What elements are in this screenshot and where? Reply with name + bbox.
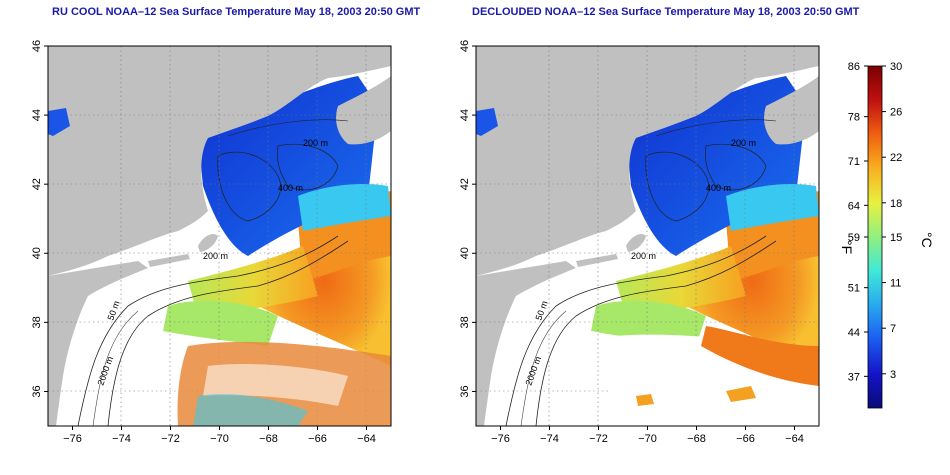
y-tick-label: 46 <box>31 40 43 52</box>
y-tick-label: 40 <box>459 247 471 259</box>
colorbar-scale <box>867 65 883 409</box>
x-tick-label: −72 <box>589 433 608 445</box>
colorbar: 30 26 22 18 15 11 7 3 86 78 71 64 59 51 44 37 °F °C <box>839 61 935 409</box>
y-tick-label: 42 <box>31 178 43 190</box>
celsius-unit-label: °C <box>919 232 935 248</box>
contour-label: 200 m <box>303 138 328 148</box>
map-panel-declouded: 200 m 400 m 50 m 2000 m 200 m <box>475 45 820 427</box>
y-tick-label: 38 <box>459 316 471 328</box>
fahrenheit-tick-label: 44 <box>848 327 860 339</box>
celsius-tick-label: 22 <box>890 152 902 164</box>
x-tick-label: −70 <box>638 433 657 445</box>
celsius-tick-label: 7 <box>890 323 896 335</box>
x-tick-label: −70 <box>210 433 229 445</box>
celsius-tick-label: 26 <box>890 107 902 119</box>
y-tick-label: 42 <box>459 178 471 190</box>
fahrenheit-tick-label: 59 <box>848 232 860 244</box>
x-tick-label: −76 <box>491 433 510 445</box>
y-tick-label: 38 <box>31 316 43 328</box>
x-tick-label: −68 <box>259 433 278 445</box>
x-tick-label: −72 <box>161 433 180 445</box>
x-tick-label: −64 <box>785 433 804 445</box>
contour-label: 400 m <box>278 183 303 193</box>
x-tick-label: −74 <box>112 433 131 445</box>
x-tick-label: −64 <box>357 433 376 445</box>
axes-layer: −76 −74 −72 −70 −68 −66 −64 46 44 42 40 38 36 −76 −74 −… <box>31 40 804 445</box>
contour-label: 200 m <box>731 138 756 148</box>
map-panel-raw: 200 m 400 m 50 m 2000 m 200 m <box>47 45 392 427</box>
contour-label: 200 m <box>631 251 656 261</box>
celsius-tick-label: 3 <box>890 369 896 381</box>
fahrenheit-tick-label: 86 <box>848 61 860 73</box>
y-tick-label: 36 <box>31 385 43 397</box>
x-tick-label: −74 <box>540 433 559 445</box>
celsius-tick-label: 11 <box>890 278 901 290</box>
fahrenheit-tick-label: 71 <box>848 156 860 168</box>
y-tick-label: 40 <box>31 247 43 259</box>
celsius-tick-label: 30 <box>890 61 902 73</box>
celsius-tick-label: 18 <box>890 198 902 210</box>
contour-label: 400 m <box>706 183 731 193</box>
fahrenheit-unit-label: °F <box>839 240 855 254</box>
fahrenheit-tick-label: 78 <box>848 112 860 124</box>
panel-title-raw: RU COOL NOAA–12 Sea Surface Temperature … <box>52 6 421 18</box>
fahrenheit-tick-label: 37 <box>848 371 860 383</box>
x-tick-label: −68 <box>687 433 706 445</box>
fahrenheit-tick-label: 64 <box>848 200 860 212</box>
panel-title-declouded: DECLOUDED NOAA–12 Sea Surface Temperatur… <box>472 6 860 18</box>
colorbar-ticks: 30 26 22 18 15 11 7 3 86 78 71 64 59 51 44 37 <box>848 61 903 383</box>
y-tick-label: 36 <box>459 385 471 397</box>
x-tick-label: −76 <box>63 433 82 445</box>
celsius-tick-label: 15 <box>890 232 902 244</box>
y-tick-label: 44 <box>459 109 471 121</box>
x-tick-label: −66 <box>308 433 327 445</box>
y-tick-label: 46 <box>459 40 471 52</box>
x-tick-label: −66 <box>736 433 755 445</box>
fahrenheit-tick-label: 51 <box>848 283 860 295</box>
y-tick-label: 44 <box>31 109 43 121</box>
contour-label: 200 m <box>203 251 228 261</box>
